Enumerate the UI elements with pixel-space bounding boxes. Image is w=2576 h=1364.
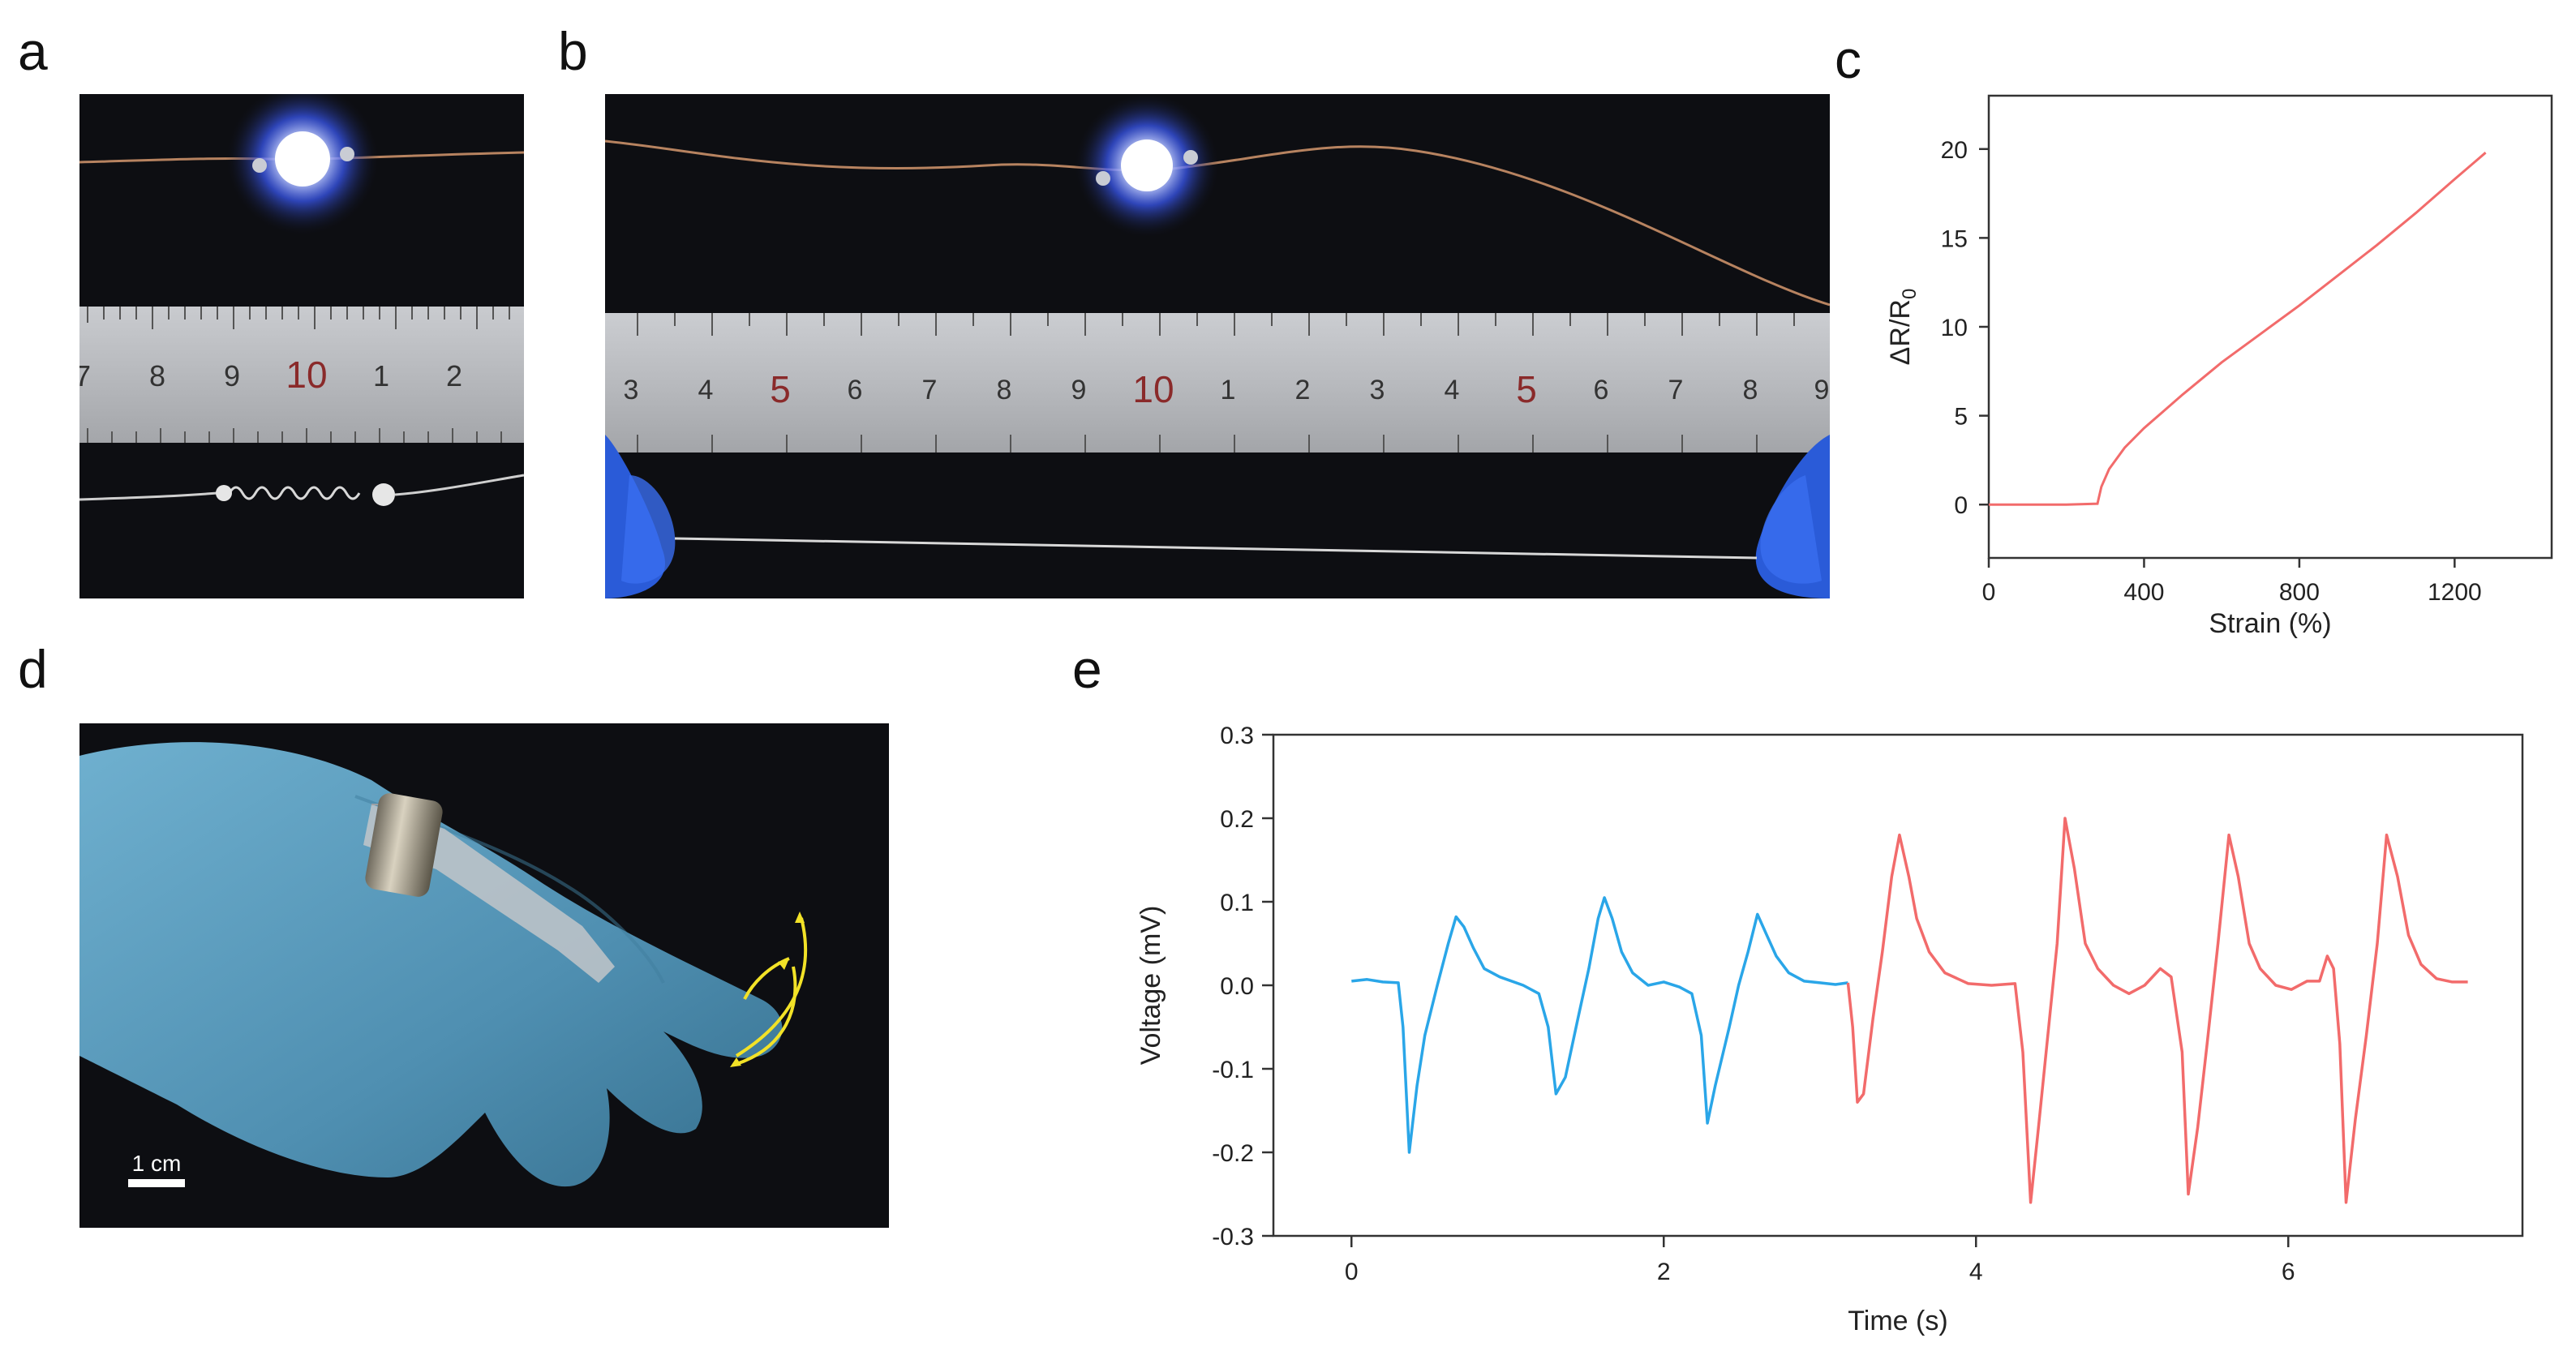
- ruler-b-mark: 6: [848, 375, 863, 405]
- chart-e-ytick-label: 0.3: [1220, 723, 1254, 749]
- panel-label-b: b: [558, 21, 588, 81]
- panel-label-c: c: [1835, 29, 1861, 89]
- scale-bar-label: 1 cm: [132, 1151, 182, 1176]
- chart-e-xtick-label: 4: [1969, 1259, 1983, 1285]
- ruler-a-mark: 9: [224, 359, 240, 392]
- ruler-a-mark: 7: [79, 359, 91, 392]
- ruler-b-ticks: [637, 313, 1795, 453]
- chart-c-ytick-label: 20: [1941, 137, 1968, 164]
- ruler-b-mark: 4: [1445, 375, 1460, 405]
- chart-c-ytick-label: 5: [1954, 404, 1968, 431]
- ruler-b-mark: 8: [1743, 375, 1758, 405]
- chart-c-xtick-label: 400: [2123, 579, 2164, 606]
- chart-c-series-line: [1989, 152, 2487, 506]
- photo-a-led-wire: 7 8 9 10 1 2: [79, 94, 524, 598]
- ruler-b-mark: 6: [1594, 375, 1609, 405]
- chart-e-ytick-label: 0.2: [1220, 806, 1254, 833]
- chart-c-xlabel: Strain (%): [2209, 608, 2331, 639]
- chart-e-series-line-0: [1351, 896, 1848, 1154]
- chart-c-ytick-label: 10: [1941, 315, 1968, 341]
- chart-e-xlabel: Time (s): [1848, 1306, 1947, 1336]
- chart-e-xtick-label: 0: [1345, 1259, 1359, 1285]
- chart-e-ytick-label: -0.1: [1212, 1057, 1254, 1083]
- ruler-b-mark: 3: [624, 375, 639, 405]
- chart-c: 0 400 800 1200 0 5 10 15 20 Strain (%) ΔR/R0: [1885, 94, 2553, 639]
- ruler-b-mark: 1: [1221, 375, 1236, 405]
- ruler-b-mark: 8: [997, 375, 1012, 405]
- chart-c-ytick-label: 15: [1941, 225, 1968, 252]
- ruler-b-mark: 2: [1295, 375, 1311, 405]
- chart-e-xtick-label: 2: [1657, 1259, 1671, 1285]
- chart-c-ytick-label: 0: [1954, 492, 1968, 519]
- photo-a-scene: 7 8 9 10 1 2: [79, 94, 524, 506]
- photo-b-stretched-wire: 3 4 5 6 7 8 9 10 1 2 3 4 5 6 7 8 9: [605, 94, 1830, 598]
- chart-c-xtick-label: 800: [2279, 579, 2320, 606]
- photo-b-scene: 3 4 5 6 7 8 9 10 1 2 3 4 5 6 7 8 9: [605, 94, 1830, 598]
- photo-d-glove-sensor: 1 cm: [79, 723, 889, 1228]
- panel-label-d: d: [18, 639, 48, 699]
- chart-e-xtick-label: 6: [2282, 1259, 2295, 1285]
- chart-c-ylabel: ΔR/R0: [1885, 289, 1921, 366]
- ruler-a-ticks: [87, 307, 510, 443]
- chart-e-ytick-label: 0.0: [1220, 973, 1254, 1000]
- ruler-b-mark: 4: [698, 375, 714, 405]
- ruler-a-mark: 8: [149, 359, 165, 392]
- ruler-b-mark: 5: [770, 368, 791, 410]
- chart-e-series-line-1: [1846, 817, 2468, 1204]
- chart-e-ytick-label: 0.1: [1220, 890, 1254, 916]
- chart-c-xtick-label: 1200: [2428, 579, 2482, 606]
- ruler-b-mark: 3: [1370, 375, 1385, 405]
- ruler-b-mark: 9: [1814, 375, 1830, 405]
- ruler-a-mark: 10: [286, 354, 327, 396]
- chart-e-ytick-label: -0.2: [1212, 1140, 1254, 1167]
- chart-e: 0 2 4 6 -0.3 -0.2 -0.1 0.0 0.1 0.2 0.3 Time (s) V…: [1136, 723, 2524, 1336]
- chart-c-xtick-label: 0: [1982, 579, 1996, 606]
- panel-label-a: a: [18, 21, 48, 81]
- ruler-b-mark: 9: [1071, 375, 1087, 405]
- ruler-a-mark: 2: [446, 359, 462, 392]
- ruler-a-mark: 1: [373, 359, 389, 392]
- chart-e-ylabel: Voltage (mV): [1136, 906, 1166, 1066]
- chart-e-ytick-label: -0.3: [1212, 1224, 1254, 1250]
- ruler-b-mark: 7: [1668, 375, 1684, 405]
- scale-bar: [128, 1179, 185, 1187]
- ruler-b-mark: 5: [1516, 368, 1537, 410]
- ruler-b-mark: 10: [1132, 368, 1174, 410]
- ruler-b-mark: 7: [922, 375, 938, 405]
- photo-d-scene: 1 cm: [79, 742, 808, 1187]
- panel-label-e: e: [1072, 639, 1102, 699]
